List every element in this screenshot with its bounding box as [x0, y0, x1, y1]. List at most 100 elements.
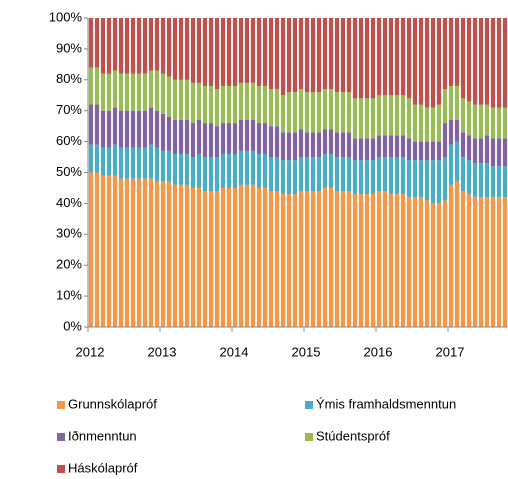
bar-segment [232, 123, 238, 154]
bar-segment [142, 110, 148, 148]
bar-segment [304, 157, 310, 192]
bar-segment [214, 157, 220, 192]
bar-segment [394, 18, 400, 96]
bar-segment [304, 92, 310, 133]
bar-segment [448, 85, 454, 120]
bar-segment [160, 150, 166, 182]
bar-segment [148, 178, 154, 327]
bar-segment [166, 181, 172, 327]
bar-segment [400, 18, 406, 96]
bar-segment [166, 18, 172, 77]
bar-segment [286, 160, 292, 195]
legend-swatch [57, 465, 65, 473]
bar-segment [112, 18, 118, 71]
bar-segment [472, 18, 478, 105]
bar-segment [298, 129, 304, 158]
bar-segment [280, 18, 286, 96]
bar-segment [274, 18, 280, 90]
bar-segment [358, 194, 364, 327]
bar-segment [334, 18, 340, 93]
bar-segment [274, 126, 280, 158]
bar-segment [94, 172, 100, 327]
bar-segment [310, 18, 316, 93]
bar-segment [178, 79, 184, 120]
bar-segment [214, 18, 220, 90]
bar-segment [262, 85, 268, 124]
bar-segment [430, 107, 436, 142]
bar-segment [310, 92, 316, 133]
bar-segment [190, 187, 196, 327]
y-tick-label: 70% [56, 102, 82, 117]
legend-label: Háskólapróf [68, 460, 138, 475]
bar-segment [148, 107, 154, 145]
bar-segment [358, 98, 364, 139]
bar-segment [316, 191, 322, 327]
bar-segment [106, 18, 112, 74]
bar-segment [352, 194, 358, 327]
y-tick-label: 90% [56, 40, 82, 55]
x-tick-label: 2013 [148, 344, 177, 359]
bar-segment [238, 150, 244, 185]
bar-segment [172, 153, 178, 185]
bar-segment [376, 191, 382, 327]
bar-segment [250, 184, 256, 327]
bar-segment [442, 89, 448, 124]
y-tick-label: 20% [56, 257, 82, 272]
bar-segment [364, 194, 370, 327]
bar-segment [370, 160, 376, 195]
bar-segment [400, 95, 406, 136]
bar-segment [316, 157, 322, 192]
bar-segment [454, 18, 460, 86]
bar-segment [88, 18, 94, 68]
bar-segment [202, 123, 208, 158]
y-tick-label: 50% [56, 164, 82, 179]
bar-segment [502, 107, 508, 139]
bar-segment [196, 82, 202, 120]
bar-segment [484, 197, 490, 327]
bar-segment [184, 153, 190, 185]
bar-segment [214, 191, 220, 327]
bar-segment [484, 163, 490, 198]
bar-segment [118, 178, 124, 327]
bar-segment [424, 107, 430, 142]
bar-segment [484, 18, 490, 105]
bar-segment [370, 194, 376, 327]
bar-segment [160, 18, 166, 74]
bar-segment [190, 123, 196, 158]
bar-segment [442, 18, 448, 90]
bar-segment [406, 98, 412, 139]
bar-segment [232, 187, 238, 327]
bar-segment [358, 160, 364, 195]
legend-label: Iðnmenntun [68, 428, 137, 443]
bar-segment [382, 135, 388, 158]
bar-segment [154, 18, 160, 71]
bar-segment [280, 132, 286, 161]
legend-swatch [57, 401, 65, 409]
bar-segment [100, 18, 106, 74]
bar-segment [94, 104, 100, 145]
y-tick-label: 80% [56, 71, 82, 86]
bar-segment [346, 132, 352, 158]
bar-segment [322, 129, 328, 154]
bar-segment [454, 85, 460, 120]
legend-swatch [305, 401, 313, 409]
y-tick-label: 10% [56, 288, 82, 303]
bar-segment [328, 129, 334, 154]
bar-segment [388, 194, 394, 327]
bar-segment [262, 153, 268, 188]
bar-segment [280, 95, 286, 133]
bar-segment [298, 157, 304, 192]
bar-segment [118, 110, 124, 148]
bar-segment [124, 178, 130, 327]
bar-segment [268, 89, 274, 127]
bar-segment [106, 110, 112, 148]
bar-segment [448, 144, 454, 185]
bar-segment [244, 82, 250, 120]
bar-segment [238, 119, 244, 151]
bar-segment [322, 89, 328, 130]
bar-segment [274, 89, 280, 127]
bar-segment [328, 187, 334, 327]
legend-label: Stúdentspróf [316, 428, 390, 443]
bar-segment [364, 138, 370, 161]
bar-segment [430, 203, 436, 327]
